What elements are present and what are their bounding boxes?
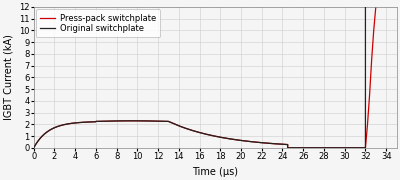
Press-pack switchplate [73, 122, 78, 124]
Original switchplate [285, 147, 290, 149]
Original switchplate [59, 124, 64, 126]
Press-pack switchplate [86, 121, 90, 123]
Legend: Press-pack switchplate, Original switchplate: Press-pack switchplate, Original switchp… [36, 10, 160, 37]
Press-pack switchplate [136, 120, 141, 122]
Original switchplate [141, 120, 146, 122]
X-axis label: Time (μs): Time (μs) [192, 166, 238, 177]
Press-pack switchplate [31, 147, 36, 149]
Press-pack switchplate [120, 120, 124, 122]
Press-pack switchplate [189, 129, 194, 131]
Line: Press-pack switchplate: Press-pack switchplate [34, 0, 381, 148]
Y-axis label: IGBT Current (kA): IGBT Current (kA) [4, 34, 14, 120]
Original switchplate [191, 130, 196, 132]
Line: Original switchplate: Original switchplate [34, 0, 366, 148]
Original switchplate [172, 123, 177, 125]
Original switchplate [219, 136, 224, 138]
Original switchplate [31, 147, 36, 149]
Press-pack switchplate [69, 122, 74, 124]
